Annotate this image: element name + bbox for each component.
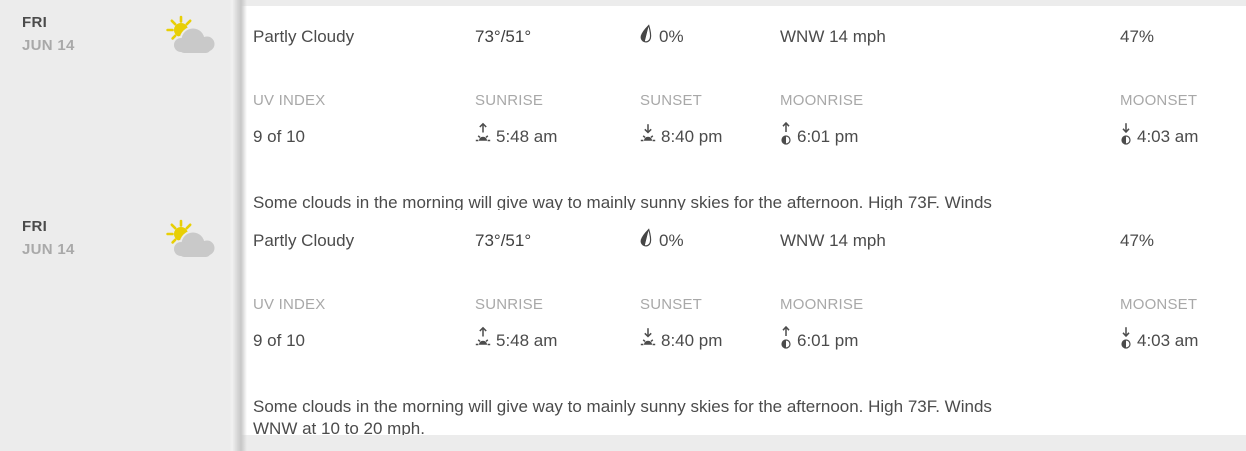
moonset-label: MOONSET	[1120, 296, 1198, 313]
uv-index-label: UV INDEX	[253, 92, 326, 109]
conditions-row: Partly Cloudy 73°/51° 0% WNW 14 mph 47%	[253, 6, 1222, 68]
sunrise-icon	[475, 326, 491, 356]
wind-value: WNW 14 mph	[780, 27, 886, 46]
sunset-icon	[640, 122, 656, 152]
sunset-label: SUNSET	[640, 296, 703, 313]
moonrise-icon	[780, 121, 792, 152]
narrative-text: Some clouds in the morning will give way…	[253, 192, 1222, 210]
moonset-value: 4:03 am	[1137, 126, 1199, 146]
moonset-icon	[1120, 121, 1132, 152]
uv-index-value: 9 of 10	[253, 330, 305, 350]
moonrise-value: 6:01 pm	[797, 330, 859, 350]
moonrise-icon	[780, 325, 792, 356]
row-gap-top	[0, 0, 1246, 6]
day-details: Partly Cloudy 73°/51° 0% WNW 14 mph 47% …	[230, 210, 1246, 435]
moonset-cell: 4:03 am	[1120, 121, 1222, 152]
narrative-line-2: WNW at 10 to 20 mph.	[253, 419, 425, 435]
partly-cloudy-day-icon	[162, 14, 218, 61]
sunrise-cell: 5:48 am	[475, 122, 640, 152]
detail-labels-row: UV INDEX SUNRISE SUNSET MOONRISE MOONSET	[253, 296, 1222, 314]
detail-labels-row: UV INDEX SUNRISE SUNSET MOONRISE MOONSET	[253, 92, 1222, 110]
wind-value: WNW 14 mph	[780, 231, 886, 250]
row-gap-bottom	[0, 435, 1246, 451]
humidity-value: 47%	[1120, 27, 1155, 46]
forecast-row-expanded: FRI JUN 14 Partly Cloudy 73°/51° 0%	[0, 210, 1246, 435]
precip-cell: 0%	[639, 227, 780, 254]
narrative-line-1: Some clouds in the morning will give way…	[253, 193, 992, 210]
day-date: JUN 14	[22, 241, 75, 258]
raindrop-icon	[639, 23, 654, 50]
sunset-icon	[640, 326, 656, 356]
humidity-value: 47%	[1120, 231, 1155, 250]
sunrise-label: SUNRISE	[475, 296, 544, 313]
precip-percent: 0%	[659, 231, 684, 250]
moonset-value: 4:03 am	[1137, 330, 1199, 350]
day-date: JUN 14	[22, 37, 75, 54]
sunset-value: 8:40 pm	[661, 126, 723, 146]
partly-cloudy-day-icon	[162, 218, 218, 265]
sunset-value: 8:40 pm	[661, 330, 723, 350]
sunset-label: SUNSET	[640, 92, 703, 109]
moonrise-label: MOONRISE	[780, 92, 864, 109]
day-header[interactable]: FRI JUN 14	[0, 6, 230, 210]
forecast-rows: FRI JUN 14 Partly Cloudy 73°/51° 0%	[0, 6, 1246, 435]
moonrise-value: 6:01 pm	[797, 126, 859, 146]
condition-phrase: Partly Cloudy	[253, 231, 355, 250]
sunrise-icon	[475, 122, 491, 152]
day-details: Partly Cloudy 73°/51° 0% WNW 14 mph 47% …	[230, 6, 1246, 210]
narrative-text: Some clouds in the morning will give way…	[253, 396, 1222, 435]
raindrop-icon	[639, 227, 654, 254]
detail-values-row: 9 of 10 5:48 am 8:40 pm	[253, 325, 1222, 356]
sunset-cell: 8:40 pm	[640, 122, 780, 152]
hi-lo-temp: 73°/51°	[475, 231, 532, 250]
moonrise-cell: 6:01 pm	[780, 121, 1120, 152]
uv-index-label: UV INDEX	[253, 296, 326, 313]
sunrise-value: 5:48 am	[496, 330, 558, 350]
date-stack: FRI JUN 14	[22, 216, 75, 260]
sunset-cell: 8:40 pm	[640, 326, 780, 356]
day-header[interactable]: FRI JUN 14	[0, 210, 230, 435]
sunrise-label: SUNRISE	[475, 92, 544, 109]
moonrise-label: MOONRISE	[780, 296, 864, 313]
moonset-icon	[1120, 325, 1132, 356]
condition-phrase: Partly Cloudy	[253, 27, 355, 46]
moonset-label: MOONSET	[1120, 92, 1198, 109]
day-name: FRI	[22, 218, 48, 235]
forecast-row-expanded: FRI JUN 14 Partly Cloudy 73°/51° 0%	[0, 6, 1246, 210]
precip-cell: 0%	[639, 23, 780, 50]
moonrise-cell: 6:01 pm	[780, 325, 1120, 356]
detail-values-row: 9 of 10 5:48 am 8:40 pm	[253, 121, 1222, 152]
sunrise-cell: 5:48 am	[475, 326, 640, 356]
moonset-cell: 4:03 am	[1120, 325, 1222, 356]
narrative-line-1: Some clouds in the morning will give way…	[253, 397, 992, 416]
date-stack: FRI JUN 14	[22, 12, 75, 56]
uv-index-value: 9 of 10	[253, 126, 305, 146]
precip-percent: 0%	[659, 27, 684, 46]
day-name: FRI	[22, 14, 48, 31]
hi-lo-temp: 73°/51°	[475, 27, 532, 46]
sunrise-value: 5:48 am	[496, 126, 558, 146]
conditions-row: Partly Cloudy 73°/51° 0% WNW 14 mph 47%	[253, 210, 1222, 272]
